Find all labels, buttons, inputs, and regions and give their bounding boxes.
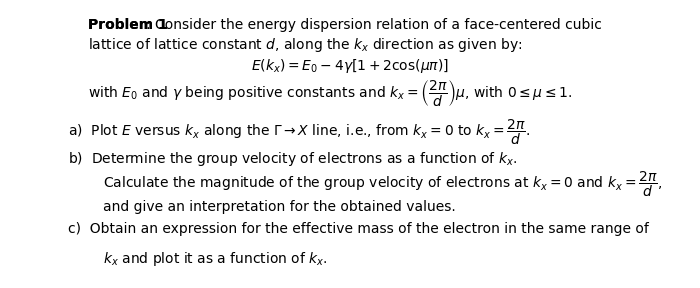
Text: $k_x$ and plot it as a function of $k_x$.: $k_x$ and plot it as a function of $k_x$… [103,250,328,268]
Text: lattice of lattice constant $d$, along the $k_x$ direction as given by:: lattice of lattice constant $d$, along t… [88,36,522,54]
Text: Problem 1: Problem 1 [88,18,168,32]
Text: and give an interpretation for the obtained values.: and give an interpretation for the obtai… [103,200,456,214]
Text: with $E_0$ and $\gamma$ being positive constants and $k_x = \left(\dfrac{2\pi}{d: with $E_0$ and $\gamma$ being positive c… [88,78,573,108]
Text: $E(k_x) = E_0 - 4\gamma[1 + 2\cos(\mu\pi)]$: $E(k_x) = E_0 - 4\gamma[1 + 2\cos(\mu\pi… [251,57,449,75]
Text: a)  Plot $E$ versus $k_x$ along the $\Gamma \rightarrow X$ line, i.e., from $k_x: a) Plot $E$ versus $k_x$ along the $\Gam… [68,118,531,147]
Text: Problem 1: Problem 1 [88,18,168,32]
Text: b)  Determine the group velocity of electrons as a function of $k_x$.: b) Determine the group velocity of elect… [68,150,517,168]
Text: : Consider the energy dispersion relation of a face-centered cubic: : Consider the energy dispersion relatio… [146,18,602,32]
Text: Calculate the magnitude of the group velocity of electrons at $k_x = 0$ and $k_x: Calculate the magnitude of the group vel… [103,170,662,199]
Text: c)  Obtain an expression for the effective mass of the electron in the same rang: c) Obtain an expression for the effectiv… [68,222,649,236]
